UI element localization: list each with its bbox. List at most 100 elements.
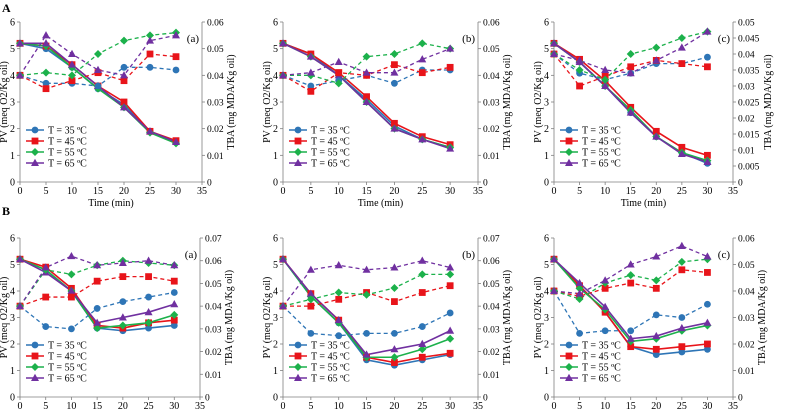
legend-marker <box>565 363 573 371</box>
panel-tag: (c) <box>718 249 731 261</box>
tba-point-2 <box>67 270 76 279</box>
y2-tick-label: 0.02 <box>483 348 500 358</box>
legend-label: T = 35 ºC <box>311 341 350 352</box>
x-tick-label: 25 <box>677 401 687 411</box>
x-tick-label: 35 <box>197 186 207 197</box>
pv-point-3 <box>601 302 610 310</box>
pv-point-2 <box>118 321 127 330</box>
legend: T = 35 ºCT = 45 ºCT = 55 ºCT = 65 ºC <box>560 341 621 385</box>
legend-label: T = 65 ºC <box>48 374 87 385</box>
tba-point-0 <box>576 330 583 337</box>
legend-marker <box>31 363 39 371</box>
chart-b-0: 0 1 2 3 4 5 6 0 0.01 0.02 0.03 0.04 0.05 0.06 0.07 0 5 10… <box>0 234 235 411</box>
tba-point-1 <box>170 277 178 285</box>
y2-tick-label: 0 <box>483 394 488 404</box>
x-tick-label: 5 <box>43 401 48 411</box>
tba-point-3 <box>550 49 558 57</box>
legend-marker <box>294 137 302 145</box>
pv-point-3 <box>362 97 371 105</box>
tba-point-3 <box>118 258 127 266</box>
pv-point-1 <box>418 353 426 361</box>
tba-point-1 <box>42 85 50 93</box>
x-tick-label: 35 <box>473 401 483 411</box>
tba-point-3 <box>279 301 287 310</box>
y-tick-label: 0 <box>273 393 278 404</box>
pv-point-3 <box>652 331 661 340</box>
pv-point-3 <box>68 60 76 68</box>
tba-point-3 <box>16 301 24 310</box>
tba-point-3 <box>677 241 686 249</box>
x-tick-label: 30 <box>702 401 712 411</box>
pv-point-2 <box>446 334 455 343</box>
y-axis-title: PV (meq O2/Kg oil) <box>533 277 544 359</box>
legend-marker <box>294 126 302 134</box>
x-tick-label: 15 <box>362 401 372 411</box>
tba-point-0 <box>307 330 315 337</box>
y-tick-label: 6 <box>544 234 549 245</box>
legend-label: T = 55 ºC <box>48 148 87 159</box>
y2-tick-label: 0 <box>738 179 743 189</box>
tba-point-3 <box>334 261 343 269</box>
chart-a-0: 0 1 2 3 4 5 6 0 0.01 0.02 0.03 0.04 0.05 0.06 0 5 10 15 20… <box>0 18 237 210</box>
pv-point-3 <box>677 149 686 157</box>
tba-point-1 <box>307 87 315 95</box>
legend-marker <box>31 341 39 349</box>
tba-point-3 <box>41 263 50 271</box>
legend-marker <box>565 137 573 145</box>
y-tick-label: 3 <box>544 313 549 324</box>
x-tick-label: 30 <box>702 186 712 197</box>
y2-tick-label: 0.06 <box>207 19 224 29</box>
tba-point-3 <box>652 252 661 260</box>
y-tick-label: 5 <box>544 44 549 55</box>
pv-point-1 <box>704 340 711 348</box>
pv-point-0 <box>678 348 686 356</box>
tba-point-3 <box>677 43 686 51</box>
tba-point-0 <box>704 53 711 61</box>
tba-point-0 <box>307 82 315 90</box>
legend-label: T = 55 ºC <box>311 148 350 159</box>
pv-point-2 <box>144 318 153 327</box>
y2-tick-label: 0 <box>205 394 210 404</box>
x-tick-label: 15 <box>93 186 103 197</box>
pv-point-1 <box>391 119 398 127</box>
legend-marker <box>31 148 39 156</box>
y-tick-label: 2 <box>544 340 549 351</box>
pv-point-2 <box>93 324 102 333</box>
tba-point-3 <box>172 31 180 39</box>
y2-tick-label: 0.06 <box>205 257 222 267</box>
legend-label: T = 35 ºC <box>582 341 621 352</box>
y-axis-title: PV (meq O2/Kg oil) <box>262 277 273 359</box>
tba-point-3 <box>94 65 102 73</box>
y-tick-label: 5 <box>273 260 278 271</box>
pv-point-0 <box>652 351 660 358</box>
tba-point-0 <box>145 293 152 301</box>
chart-a-1: 0 1 2 3 4 5 6 0 0.01 0.02 0.03 0.04 0.05 0.06 0 5 10 15 20… <box>262 18 513 210</box>
legend-marker <box>31 373 39 381</box>
tba-point-3 <box>446 263 455 271</box>
tba-point-1 <box>335 69 343 77</box>
tba-point-0 <box>652 311 660 319</box>
pv-point-3 <box>390 124 399 132</box>
legend-label: T = 35 ºC <box>582 126 621 137</box>
tba-point-2 <box>68 71 76 80</box>
section-label-b: B <box>2 204 10 218</box>
y2-tick-label: 0.04 <box>483 303 500 313</box>
legend-marker <box>294 352 302 360</box>
x-tick-label: 25 <box>417 401 427 411</box>
y-tick-label: 3 <box>273 98 278 109</box>
legend-marker <box>294 363 302 371</box>
x-tick-label: 35 <box>728 401 738 411</box>
tba-point-2 <box>362 290 371 299</box>
tba-point-3 <box>601 276 610 284</box>
y-axis-title: PV (meq O2/Kg oil) <box>0 277 10 359</box>
tba-point-2 <box>652 43 661 52</box>
pv-point-3 <box>118 313 127 321</box>
y2-tick-label: 0.06 <box>483 257 500 267</box>
y-tick-label: 1 <box>544 151 549 162</box>
x-tick-label: 5 <box>308 186 313 197</box>
y2-tick-label: 0.04 <box>207 72 224 82</box>
tba-point-1 <box>418 69 426 77</box>
x-tick-label: 10 <box>334 186 344 197</box>
y2-tick-label: 0.03 <box>738 83 755 93</box>
tba-point-1 <box>391 61 398 69</box>
